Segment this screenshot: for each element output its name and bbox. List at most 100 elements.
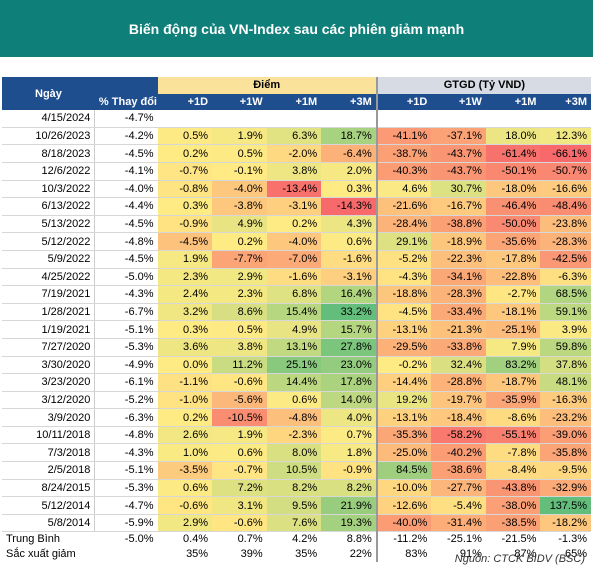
row-date: 3/30/2020	[2, 356, 96, 375]
table-row: 7/3/2018 -4.3% 1.0% 0.6% 8.0% 1.8% -25.0% -40.2…	[2, 443, 591, 463]
summary-points-cell: 39%	[240, 548, 263, 561]
row-change: -4.4%	[94, 197, 158, 216]
value-cell: 68.5%	[540, 285, 591, 304]
value-cell: -35.3%	[375, 426, 432, 445]
points-cell: 15.7%	[321, 320, 377, 339]
points-cell: 7.6%	[266, 514, 322, 533]
row-date: 10/3/2022	[2, 180, 96, 199]
value-cell: -25.0%	[375, 443, 432, 463]
value-cell: -10.0%	[375, 479, 432, 498]
header-points-3m: +3M	[321, 93, 377, 111]
row-change: -5.1%	[94, 320, 158, 339]
value-cell: -40.0%	[375, 514, 432, 533]
points-cell: -0.8%	[157, 180, 213, 199]
points-cell: 0.3%	[321, 180, 377, 199]
points-cell: 11.2%	[212, 356, 267, 375]
points-cell: 1.9%	[212, 127, 267, 146]
points-cell	[321, 110, 377, 128]
points-cell: 0.2%	[157, 408, 213, 427]
value-cell: 59.8%	[540, 338, 591, 357]
row-change: -4.0%	[94, 180, 158, 199]
table-row: 7/27/2020 -5.3% 3.6% 3.8% 13.1% 27.8% -29.5% -3…	[2, 338, 591, 357]
points-cell	[157, 110, 213, 128]
points-cell: -3.5%	[157, 461, 213, 480]
value-cell: -35.6%	[485, 232, 541, 251]
value-cell	[431, 110, 486, 128]
summary-value-cell: 87%	[514, 548, 537, 561]
row-date: 5/12/2014	[2, 496, 96, 515]
row-date: 8/18/2023	[2, 144, 96, 163]
points-cell: 0.6%	[266, 391, 322, 410]
points-cell: 2.3%	[212, 285, 267, 304]
points-cell: -0.7%	[157, 162, 213, 181]
points-cell: 23.0%	[321, 356, 377, 375]
table-row: 7/19/2021 -4.3% 2.4% 2.3% 6.8% 16.4% -18.8% -28…	[2, 285, 591, 304]
points-cell: -0.6%	[157, 496, 213, 515]
value-cell: -22.8%	[485, 268, 541, 287]
value-cell: -28.8%	[431, 373, 486, 392]
value-cell: 137.5%	[540, 496, 591, 515]
row-date: 3/12/2020	[2, 391, 96, 410]
table-row: 6/13/2022 -4.4% 0.3% -3.8% -3.1% -14.3% -21.6%…	[2, 197, 591, 216]
row-date: 6/13/2022	[2, 197, 96, 216]
summary-points-cell: 0.4%	[183, 533, 209, 546]
summary-value-cell: -11.2%	[375, 531, 432, 548]
value-cell: 83.2%	[485, 356, 541, 375]
value-cell	[375, 110, 432, 128]
value-cell: 48.1%	[540, 373, 591, 392]
header-points-1d: +1D	[157, 93, 213, 111]
table-row: 5/12/2022 -4.8% -4.5% 0.2% -4.0% 0.6% 29.1% -18…	[2, 232, 591, 251]
points-cell	[212, 110, 267, 128]
page-title: Biến động của VN-Index sau các phiên giả…	[0, 0, 593, 57]
row-change: -6.1%	[94, 373, 158, 392]
points-cell: 25.1%	[266, 356, 322, 375]
row-change: -4.1%	[94, 162, 158, 181]
value-cell: -35.8%	[540, 443, 591, 463]
value-cell: -16.3%	[540, 391, 591, 410]
value-cell: -32.9%	[540, 479, 591, 498]
row-date: 2/5/2018	[2, 461, 96, 480]
points-cell: -4.8%	[266, 408, 322, 427]
row-date: 10/11/2018	[2, 426, 96, 445]
header-value-3m: +3M	[540, 93, 591, 111]
value-cell: -5.2%	[375, 250, 432, 269]
value-cell: -18.8%	[375, 285, 432, 304]
points-cell: 2.9%	[212, 268, 267, 287]
points-cell: 3.8%	[212, 338, 267, 357]
row-change: -4.9%	[94, 356, 158, 375]
header-value-1d: +1D	[375, 93, 432, 111]
summary-points-cell: 0.7%	[237, 533, 263, 546]
value-cell: -13.1%	[375, 408, 432, 427]
value-cell: -13.1%	[375, 320, 432, 339]
points-cell: -1.6%	[266, 268, 322, 287]
table-row: 12/6/2022 -4.1% -0.7% -0.1% 3.8% 2.0% -40.3% -4…	[2, 162, 591, 181]
table-row: 1/28/2021 -6.7% 3.2% 8.6% 15.4% 33.2% -4.5% -33…	[2, 303, 591, 322]
summary-points-cell: 22%	[349, 548, 372, 561]
value-cell: -48.4%	[540, 197, 591, 216]
points-cell: 0.6%	[157, 479, 213, 498]
table-row: 3/9/2020 -6.3% 0.2% -10.5% -4.8% 4.0% -13.1% -1…	[2, 408, 591, 427]
points-cell: 2.3%	[157, 268, 213, 287]
summary-row: Trung Bình -5.0% 0.4% 0.7% 4.2% 8.8% -11.2% -25…	[2, 531, 591, 548]
value-cell: -9.5%	[540, 461, 591, 480]
points-cell	[266, 110, 322, 128]
value-cell: -18.2%	[540, 514, 591, 533]
points-cell: 1.8%	[321, 443, 377, 463]
row-date: 3/23/2020	[2, 373, 96, 392]
value-cell: -5.4%	[431, 496, 486, 515]
points-cell: 4.0%	[321, 408, 377, 427]
value-cell: -25.1%	[485, 320, 541, 339]
value-cell: -18.7%	[485, 373, 541, 392]
value-cell: -17.8%	[485, 250, 541, 269]
value-cell: -40.2%	[431, 443, 486, 463]
value-cell: -33.8%	[431, 338, 486, 357]
points-cell: 0.5%	[212, 320, 267, 339]
value-cell: 37.8%	[540, 356, 591, 375]
points-cell: 10.5%	[266, 461, 322, 480]
value-cell: -28.3%	[431, 285, 486, 304]
points-cell: -3.1%	[321, 268, 377, 287]
value-cell: -0.2%	[375, 356, 432, 375]
points-cell: 14.4%	[266, 373, 322, 392]
value-cell: -43.8%	[485, 479, 541, 498]
value-cell: -23.8%	[540, 215, 591, 234]
